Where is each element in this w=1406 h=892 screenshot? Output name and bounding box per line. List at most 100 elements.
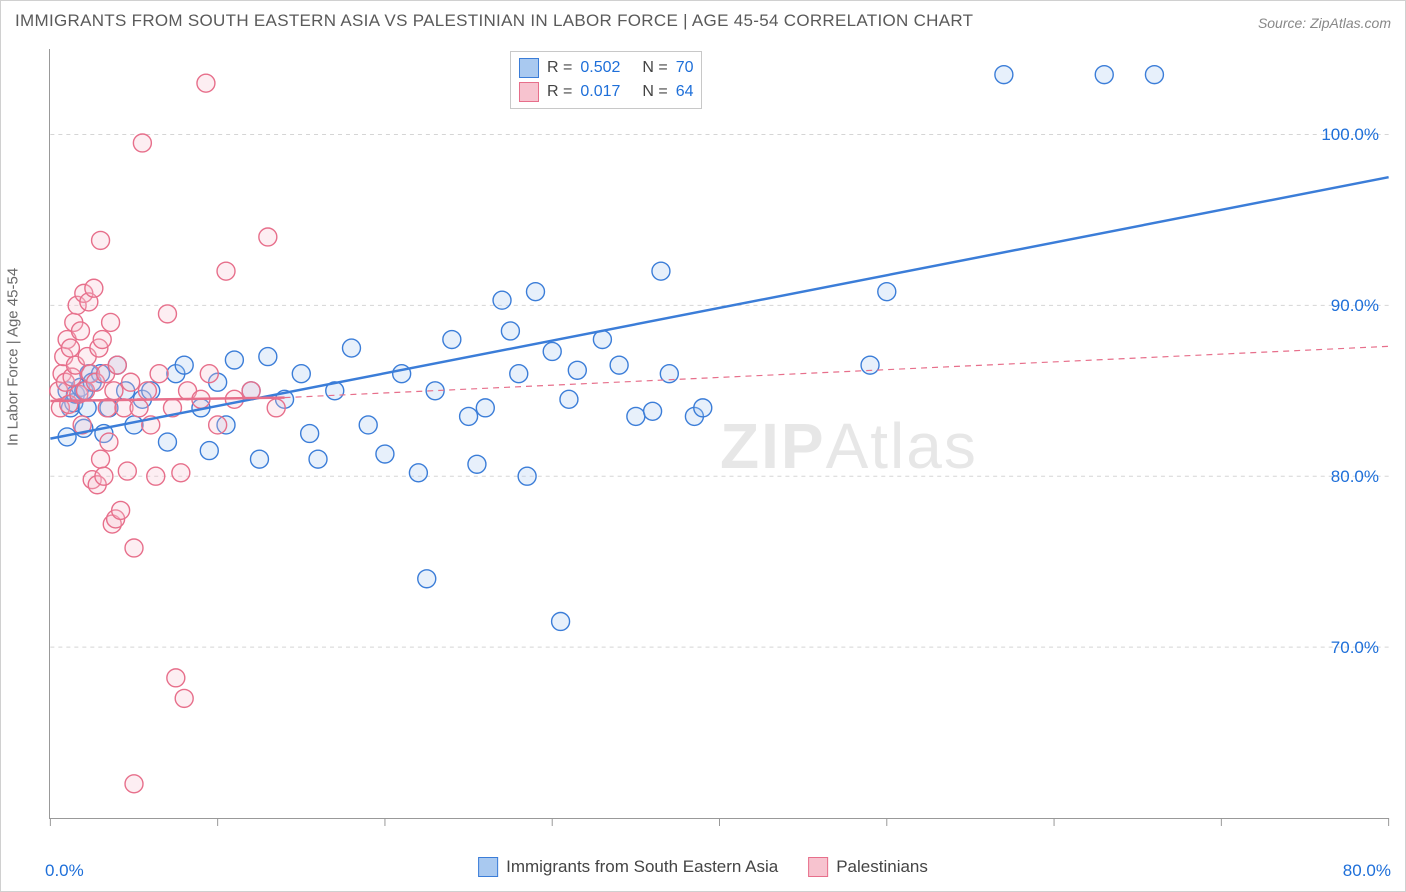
data-point bbox=[878, 283, 896, 301]
chart-container: IMMIGRANTS FROM SOUTH EASTERN ASIA VS PA… bbox=[0, 0, 1406, 892]
data-point bbox=[61, 339, 79, 357]
legend-swatch bbox=[519, 58, 539, 78]
plot-area: ZIPAtlas R = 0.502 N = 70 R = 0.017 N = … bbox=[49, 49, 1389, 819]
data-point bbox=[501, 322, 519, 340]
r-label: R = bbox=[547, 59, 572, 77]
n-label: N = bbox=[642, 59, 667, 77]
scatter-plot-svg bbox=[50, 49, 1389, 818]
data-point bbox=[102, 313, 120, 331]
data-point bbox=[98, 399, 116, 417]
data-point bbox=[393, 365, 411, 383]
data-point bbox=[150, 365, 168, 383]
data-point bbox=[209, 416, 227, 434]
y-tick-label: 100.0% bbox=[1321, 125, 1379, 145]
data-point bbox=[95, 467, 113, 485]
data-point bbox=[92, 450, 110, 468]
data-point bbox=[108, 356, 126, 374]
n-label: N = bbox=[642, 83, 667, 101]
data-point bbox=[122, 373, 140, 391]
trend-line bbox=[50, 177, 1388, 438]
data-point bbox=[552, 612, 570, 630]
series-label: Palestinians bbox=[836, 857, 928, 877]
legend-swatch bbox=[808, 857, 828, 877]
data-point bbox=[1145, 66, 1163, 84]
data-point bbox=[359, 416, 377, 434]
data-point bbox=[418, 570, 436, 588]
data-point bbox=[543, 342, 561, 360]
data-point bbox=[267, 399, 285, 417]
data-point bbox=[100, 433, 118, 451]
data-point bbox=[105, 382, 123, 400]
data-point bbox=[644, 402, 662, 420]
series-legend: Immigrants from South Eastern Asia Pales… bbox=[478, 857, 928, 877]
data-point bbox=[92, 231, 110, 249]
data-point bbox=[217, 262, 235, 280]
source-attribution: Source: ZipAtlas.com bbox=[1258, 15, 1391, 31]
y-tick-label: 70.0% bbox=[1331, 638, 1379, 658]
n-value: 64 bbox=[676, 83, 694, 101]
data-point bbox=[610, 356, 628, 374]
trend-line-extrapolated bbox=[285, 346, 1389, 397]
data-point bbox=[861, 356, 879, 374]
data-point bbox=[292, 365, 310, 383]
data-point bbox=[510, 365, 528, 383]
data-point bbox=[301, 425, 319, 443]
data-point bbox=[652, 262, 670, 280]
data-point bbox=[130, 399, 148, 417]
y-tick-label: 80.0% bbox=[1331, 467, 1379, 487]
data-point bbox=[518, 467, 536, 485]
data-point bbox=[125, 775, 143, 793]
data-point bbox=[167, 669, 185, 687]
x-tick-min: 0.0% bbox=[45, 861, 84, 881]
data-point bbox=[259, 228, 277, 246]
data-point bbox=[694, 399, 712, 417]
legend-item: Immigrants from South Eastern Asia bbox=[478, 857, 778, 877]
data-point bbox=[200, 365, 218, 383]
x-tick-max: 80.0% bbox=[1343, 861, 1391, 881]
data-point bbox=[138, 382, 156, 400]
data-point bbox=[71, 322, 89, 340]
legend-row: R = 0.502 N = 70 bbox=[519, 56, 693, 80]
data-point bbox=[147, 467, 165, 485]
data-point bbox=[172, 464, 190, 482]
correlation-legend: R = 0.502 N = 70 R = 0.017 N = 64 bbox=[510, 51, 702, 109]
r-value: 0.502 bbox=[580, 59, 634, 77]
data-point bbox=[112, 501, 130, 519]
n-value: 70 bbox=[676, 59, 694, 77]
r-value: 0.017 bbox=[580, 83, 634, 101]
data-point bbox=[125, 539, 143, 557]
data-point bbox=[995, 66, 1013, 84]
data-point bbox=[125, 416, 143, 434]
data-point bbox=[118, 462, 136, 480]
data-point bbox=[568, 361, 586, 379]
data-point bbox=[443, 331, 461, 349]
data-point bbox=[527, 283, 545, 301]
data-point bbox=[409, 464, 427, 482]
legend-row: R = 0.017 N = 64 bbox=[519, 80, 693, 104]
y-tick-label: 90.0% bbox=[1331, 296, 1379, 316]
data-point bbox=[158, 305, 176, 323]
r-label: R = bbox=[547, 83, 572, 101]
data-point bbox=[175, 689, 193, 707]
data-point bbox=[93, 331, 111, 349]
y-axis-label: In Labor Force | Age 45-54 bbox=[5, 268, 22, 446]
data-point bbox=[493, 291, 511, 309]
data-point bbox=[468, 455, 486, 473]
data-point bbox=[225, 351, 243, 369]
data-point bbox=[259, 348, 277, 366]
legend-item: Palestinians bbox=[808, 857, 928, 877]
legend-swatch bbox=[478, 857, 498, 877]
data-point bbox=[85, 279, 103, 297]
chart-title: IMMIGRANTS FROM SOUTH EASTERN ASIA VS PA… bbox=[15, 11, 973, 31]
data-point bbox=[250, 450, 268, 468]
data-point bbox=[376, 445, 394, 463]
data-point bbox=[197, 74, 215, 92]
data-point bbox=[627, 407, 645, 425]
data-point bbox=[133, 134, 151, 152]
data-point bbox=[1095, 66, 1113, 84]
legend-swatch bbox=[519, 82, 539, 102]
data-point bbox=[342, 339, 360, 357]
data-point bbox=[200, 442, 218, 460]
data-point bbox=[158, 433, 176, 451]
data-point bbox=[175, 356, 193, 374]
